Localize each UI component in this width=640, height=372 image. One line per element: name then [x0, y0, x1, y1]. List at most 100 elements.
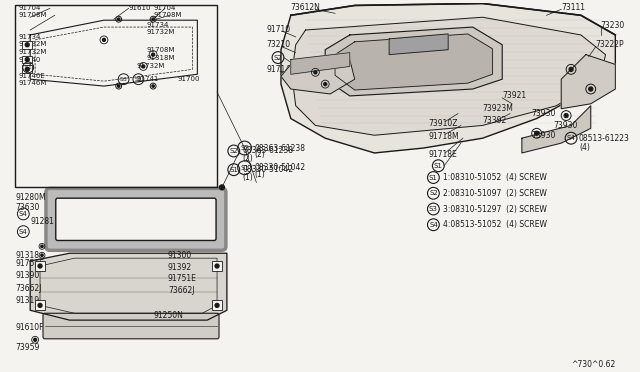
Text: 91710: 91710 — [266, 25, 291, 33]
Text: 73210: 73210 — [266, 40, 291, 49]
Text: 91718M: 91718M — [428, 132, 459, 141]
Text: 91280M: 91280M — [15, 193, 46, 202]
FancyBboxPatch shape — [35, 261, 45, 271]
Text: 08363-61238: 08363-61238 — [243, 147, 294, 155]
Circle shape — [38, 264, 42, 268]
Polygon shape — [291, 53, 350, 74]
Text: 73222P: 73222P — [596, 40, 624, 49]
Circle shape — [41, 245, 43, 247]
Text: 91732M: 91732M — [136, 63, 164, 70]
Text: 73923M: 73923M — [483, 104, 513, 113]
Text: 91718E: 91718E — [428, 150, 457, 160]
Circle shape — [38, 304, 42, 307]
Text: S4: S4 — [19, 229, 28, 235]
Text: 91300: 91300 — [168, 251, 192, 260]
Text: ^730^0.62: ^730^0.62 — [571, 360, 615, 369]
Circle shape — [41, 254, 43, 256]
Circle shape — [534, 131, 539, 135]
Text: 73630: 73630 — [15, 202, 40, 212]
Circle shape — [589, 87, 593, 91]
Circle shape — [152, 53, 155, 56]
Text: 73630: 73630 — [188, 209, 212, 218]
Text: 91732M: 91732M — [146, 29, 175, 35]
FancyBboxPatch shape — [22, 55, 32, 64]
Text: S1: S1 — [134, 77, 142, 82]
Text: 91708M: 91708M — [153, 12, 182, 18]
Circle shape — [118, 85, 120, 87]
Circle shape — [564, 113, 568, 118]
Circle shape — [152, 18, 154, 20]
Text: 91318M: 91318M — [146, 55, 175, 61]
Text: (2): (2) — [243, 154, 253, 163]
Text: (4): (4) — [579, 142, 590, 151]
Circle shape — [25, 67, 29, 71]
Text: 91319: 91319 — [15, 296, 40, 305]
Text: 73111: 73111 — [561, 3, 585, 12]
Text: 08330-51042: 08330-51042 — [243, 165, 294, 174]
FancyBboxPatch shape — [46, 188, 226, 250]
Text: 91740: 91740 — [19, 57, 41, 62]
Text: (2): (2) — [255, 150, 265, 160]
FancyBboxPatch shape — [22, 65, 32, 73]
Text: 91250N: 91250N — [153, 311, 183, 320]
FancyBboxPatch shape — [56, 198, 216, 240]
FancyBboxPatch shape — [22, 41, 32, 49]
Text: 91392: 91392 — [168, 263, 192, 272]
FancyBboxPatch shape — [212, 301, 222, 310]
Text: 73921: 73921 — [502, 92, 526, 100]
Text: 73959: 73959 — [15, 343, 40, 352]
Circle shape — [142, 65, 145, 68]
Circle shape — [314, 71, 317, 74]
Text: 73662J: 73662J — [15, 284, 42, 293]
Circle shape — [34, 338, 36, 341]
Polygon shape — [281, 60, 355, 94]
Circle shape — [25, 43, 29, 47]
Text: 91732M: 91732M — [19, 49, 47, 55]
Text: 73930: 73930 — [532, 131, 556, 140]
Circle shape — [118, 18, 120, 20]
Polygon shape — [389, 34, 448, 55]
FancyBboxPatch shape — [35, 301, 45, 310]
Text: 91704: 91704 — [153, 5, 175, 12]
Polygon shape — [335, 34, 492, 90]
Text: 08513-61223: 08513-61223 — [579, 134, 630, 143]
Text: S4: S4 — [429, 222, 438, 228]
Text: 91708M: 91708M — [19, 12, 47, 18]
Text: 91318: 91318 — [15, 251, 40, 260]
Circle shape — [215, 304, 219, 307]
Text: S4: S4 — [19, 211, 28, 217]
Text: 91704: 91704 — [19, 5, 41, 12]
Text: 73930: 73930 — [532, 109, 556, 118]
Text: S2: S2 — [429, 190, 438, 196]
Text: S2: S2 — [229, 148, 238, 154]
Text: S1: S1 — [429, 174, 438, 180]
Circle shape — [220, 185, 225, 190]
Text: 73910Z: 73910Z — [428, 119, 458, 128]
Text: S1: S1 — [229, 167, 238, 173]
Text: 1:08310-51052  (4) SCREW: 1:08310-51052 (4) SCREW — [444, 173, 547, 182]
Circle shape — [215, 264, 219, 268]
Text: 08330-51042: 08330-51042 — [255, 163, 305, 172]
Text: 91281: 91281 — [188, 217, 211, 226]
Polygon shape — [30, 253, 227, 320]
Text: 73230: 73230 — [600, 20, 625, 30]
Text: S2: S2 — [274, 55, 282, 61]
Circle shape — [324, 83, 326, 86]
Text: (1): (1) — [243, 173, 253, 182]
Circle shape — [152, 85, 154, 87]
Circle shape — [25, 58, 29, 61]
Polygon shape — [325, 27, 502, 96]
Polygon shape — [522, 106, 591, 153]
Text: S1: S1 — [434, 163, 443, 169]
Text: 91746E: 91746E — [19, 73, 45, 79]
Text: 4:08513-51052  (4) SCREW: 4:08513-51052 (4) SCREW — [444, 220, 547, 229]
Circle shape — [569, 67, 573, 71]
Circle shape — [102, 38, 106, 41]
Text: 73930: 73930 — [554, 121, 578, 130]
Text: 3:08310-51297  (2) SCREW: 3:08310-51297 (2) SCREW — [444, 205, 547, 214]
Text: 91390: 91390 — [15, 272, 40, 280]
Text: 91610: 91610 — [129, 5, 151, 12]
Text: 73612N: 73612N — [291, 3, 321, 12]
Text: (1): (1) — [255, 170, 265, 179]
Text: 91734: 91734 — [146, 22, 168, 28]
